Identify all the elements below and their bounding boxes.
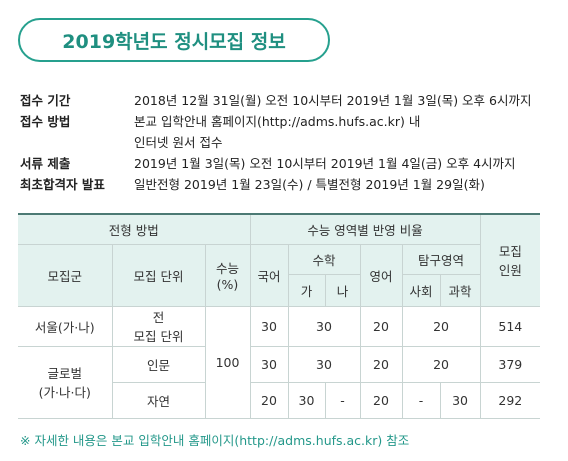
value-cell: 20 [401,305,481,347]
info-value: 2018년 12월 31일(월) 오전 10시부터 2019년 1월 3일(목)… [134,93,532,108]
header-text: 인원 [498,263,522,279]
header-cell: 모집 단위 [111,243,206,307]
value-cell: 514 [479,305,541,347]
header-cell: 나 [324,273,361,307]
header-cell: 수능 영역별 반영 비율 [249,213,481,245]
cell-text: 글로벌 [47,366,82,381]
value-cell: 292 [479,381,541,419]
info-value: 인터넷 원서 접수 [134,135,223,150]
value-cell: - [401,381,441,419]
cell-text: 자연 [146,393,170,409]
value-cell: 20 [359,305,403,347]
value-cell: - [324,381,361,419]
value-cell: 379 [479,345,541,383]
value-cell: 20 [401,345,481,383]
info-label: 접수 기간 [20,93,71,108]
info-label: 최초합격자 발표 [20,177,105,192]
value-cell: 20 [249,381,289,419]
value-cell: 30 [249,345,289,383]
header-cell: 탐구영역 [401,243,481,275]
header-cell: 국어 [249,243,289,307]
header-text: 모집 [498,244,522,260]
header-cell: 수능 (%) [204,243,251,307]
value-cell: 30 [249,305,289,347]
info-label: 서류 제출 [20,156,71,171]
unit-cell: 인문 [111,345,206,383]
info-value: 일반전형 2019년 1월 23일(수) / 특별전형 2019년 1월 29일… [134,177,485,192]
title: 2019학년도 정시모집 정보 [18,18,330,62]
header-text: 수능 [215,261,239,276]
cell-text: 모집 단위 [133,329,184,344]
cell-text: 전 [152,310,165,325]
value-cell: 30 [287,305,361,347]
header-cell: 수학 [287,243,361,275]
value-cell: 20 [359,345,403,383]
admission-table: 전형 방법 수능 영역별 반영 비율 모집 인원 모집군 모집 단위 수능 (%) … [18,213,541,419]
header-cell: 과학 [439,273,481,307]
table-row: 서울(가·나) 전 모집 단위 100 30 30 20 20 514 [18,305,541,419]
group-cell: 서울(가·나) [18,305,113,347]
value-cell: 30 [287,381,326,419]
suneung-cell: 100 [204,305,251,419]
info-label: 접수 방법 [20,114,71,129]
header-cell: 영어 [359,243,403,307]
header-cell: 사회 [401,273,441,307]
header-cell: 모집군 [18,243,113,307]
unit-cell: 자연 [112,381,206,419]
info-row: 인터넷 원서 접수 [20,132,531,153]
table-row: 글로벌 (가·나·다) 인문 30 30 20 20 379 [18,345,541,419]
info-row: 서류 제출 2019년 1월 3일(목) 오전 10시부터 2019년 1월 4일… [20,153,531,174]
header-text: (%) [216,277,239,292]
header-cell: 가 [288,273,326,307]
cell-text: 서울(가·나) [34,319,95,335]
info-list: 접수 기간 2018년 12월 31일(월) 오전 10시부터 2019년 1월 … [20,90,531,195]
cell-text: 인문 [146,357,170,373]
cell-text: (가·나·다) [38,385,91,400]
group-cell: 글로벌 (가·나·다) [18,345,113,419]
value-cell: 20 [359,381,403,419]
info-value: 2019년 1월 3일(목) 오전 10시부터 2019년 1월 4일(금) 오… [134,156,516,171]
info-row: 접수 방법 본교 입학안내 홈페이지(http://adms.hufs.ac.kr… [20,111,531,132]
table-row: 자연 20 30-20-30 292 [18,381,541,419]
info-row: 접수 기간 2018년 12월 31일(월) 오전 10시부터 2019년 1월 … [20,90,531,111]
value-cell: 30 [287,345,361,383]
header-cell: 전형 방법 [18,213,251,245]
info-value: 본교 입학안내 홈페이지(http://adms.hufs.ac.kr) 내 [134,114,421,129]
value-cell: 30 [439,381,481,419]
note: ※ 자세한 내용은 본교 입학안내 홈페이지(http://adms.hufs.… [20,433,410,448]
info-row: 최초합격자 발표 일반전형 2019년 1월 23일(수) / 특별전형 2019… [20,174,531,195]
info-label [20,132,134,153]
